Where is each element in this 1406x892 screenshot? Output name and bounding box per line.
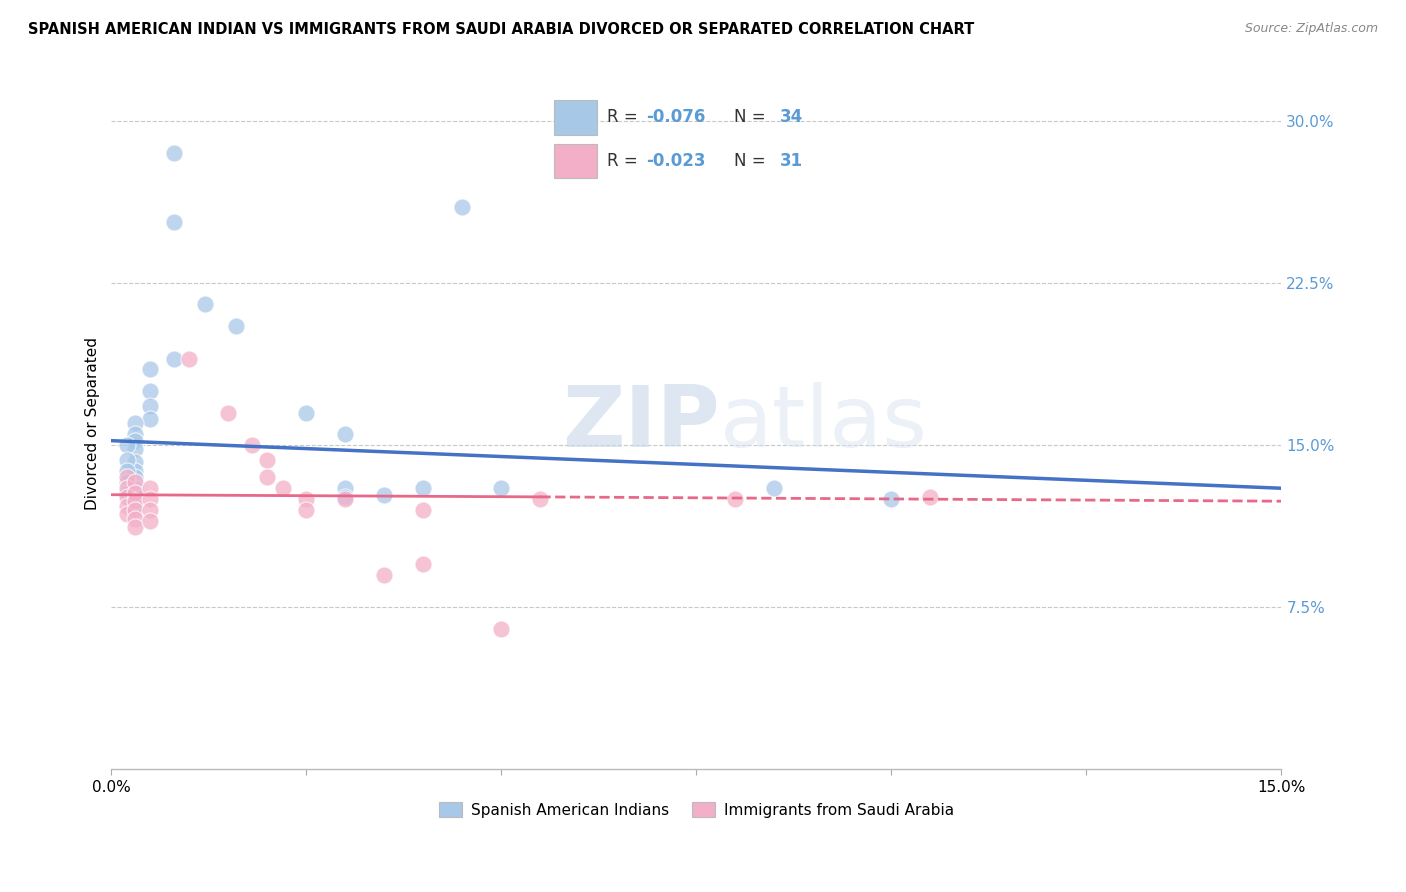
Point bbox=[124, 499, 146, 513]
Point bbox=[763, 481, 786, 495]
Point bbox=[115, 490, 138, 504]
Point bbox=[163, 351, 186, 366]
Point bbox=[880, 491, 903, 506]
Point bbox=[335, 481, 357, 495]
Point bbox=[217, 406, 239, 420]
Point bbox=[194, 297, 217, 311]
Point bbox=[124, 475, 146, 489]
Point bbox=[124, 427, 146, 442]
Point bbox=[115, 499, 138, 513]
Point bbox=[124, 494, 146, 508]
Point bbox=[139, 362, 162, 376]
Point bbox=[335, 491, 357, 506]
Point bbox=[491, 622, 513, 636]
Point bbox=[295, 491, 318, 506]
Point bbox=[124, 434, 146, 448]
Point bbox=[115, 453, 138, 467]
Point bbox=[124, 520, 146, 534]
Point bbox=[124, 481, 146, 495]
Point bbox=[115, 438, 138, 452]
Point bbox=[124, 455, 146, 469]
Point bbox=[124, 511, 146, 525]
Legend: Spanish American Indians, Immigrants from Saudi Arabia: Spanish American Indians, Immigrants fro… bbox=[433, 796, 960, 824]
Text: SPANISH AMERICAN INDIAN VS IMMIGRANTS FROM SAUDI ARABIA DIVORCED OR SEPARATED CO: SPANISH AMERICAN INDIAN VS IMMIGRANTS FR… bbox=[28, 22, 974, 37]
Point bbox=[115, 464, 138, 478]
Point bbox=[124, 442, 146, 457]
Point bbox=[124, 485, 146, 500]
Point bbox=[124, 485, 146, 500]
Point bbox=[295, 503, 318, 517]
Point bbox=[335, 427, 357, 442]
Point bbox=[256, 470, 278, 484]
Point bbox=[124, 470, 146, 484]
Text: ZIP: ZIP bbox=[562, 382, 720, 465]
Text: Source: ZipAtlas.com: Source: ZipAtlas.com bbox=[1244, 22, 1378, 36]
Point bbox=[124, 417, 146, 431]
Point bbox=[124, 503, 146, 517]
Point bbox=[271, 481, 294, 495]
Point bbox=[115, 485, 138, 500]
Point bbox=[529, 491, 551, 506]
Point bbox=[724, 491, 747, 506]
Point bbox=[491, 481, 513, 495]
Point bbox=[139, 491, 162, 506]
Point bbox=[139, 399, 162, 413]
Point bbox=[124, 464, 146, 478]
Point bbox=[225, 319, 247, 334]
Point bbox=[295, 406, 318, 420]
Point bbox=[179, 351, 201, 366]
Point bbox=[139, 481, 162, 495]
Point bbox=[115, 481, 138, 495]
Point bbox=[139, 412, 162, 426]
Point bbox=[139, 384, 162, 398]
Point bbox=[373, 567, 395, 582]
Point bbox=[115, 470, 138, 484]
Point bbox=[139, 514, 162, 528]
Point bbox=[412, 557, 434, 571]
Point bbox=[256, 453, 278, 467]
Text: atlas: atlas bbox=[720, 382, 928, 465]
Point bbox=[163, 146, 186, 161]
Y-axis label: Divorced or Separated: Divorced or Separated bbox=[86, 337, 100, 510]
Point bbox=[373, 488, 395, 502]
Point bbox=[240, 438, 263, 452]
Point bbox=[163, 215, 186, 229]
Point bbox=[451, 200, 474, 214]
Point bbox=[335, 490, 357, 504]
Point bbox=[115, 507, 138, 521]
Point bbox=[412, 503, 434, 517]
Point bbox=[412, 481, 434, 495]
Point bbox=[920, 490, 942, 504]
Point bbox=[139, 503, 162, 517]
Point bbox=[115, 475, 138, 489]
